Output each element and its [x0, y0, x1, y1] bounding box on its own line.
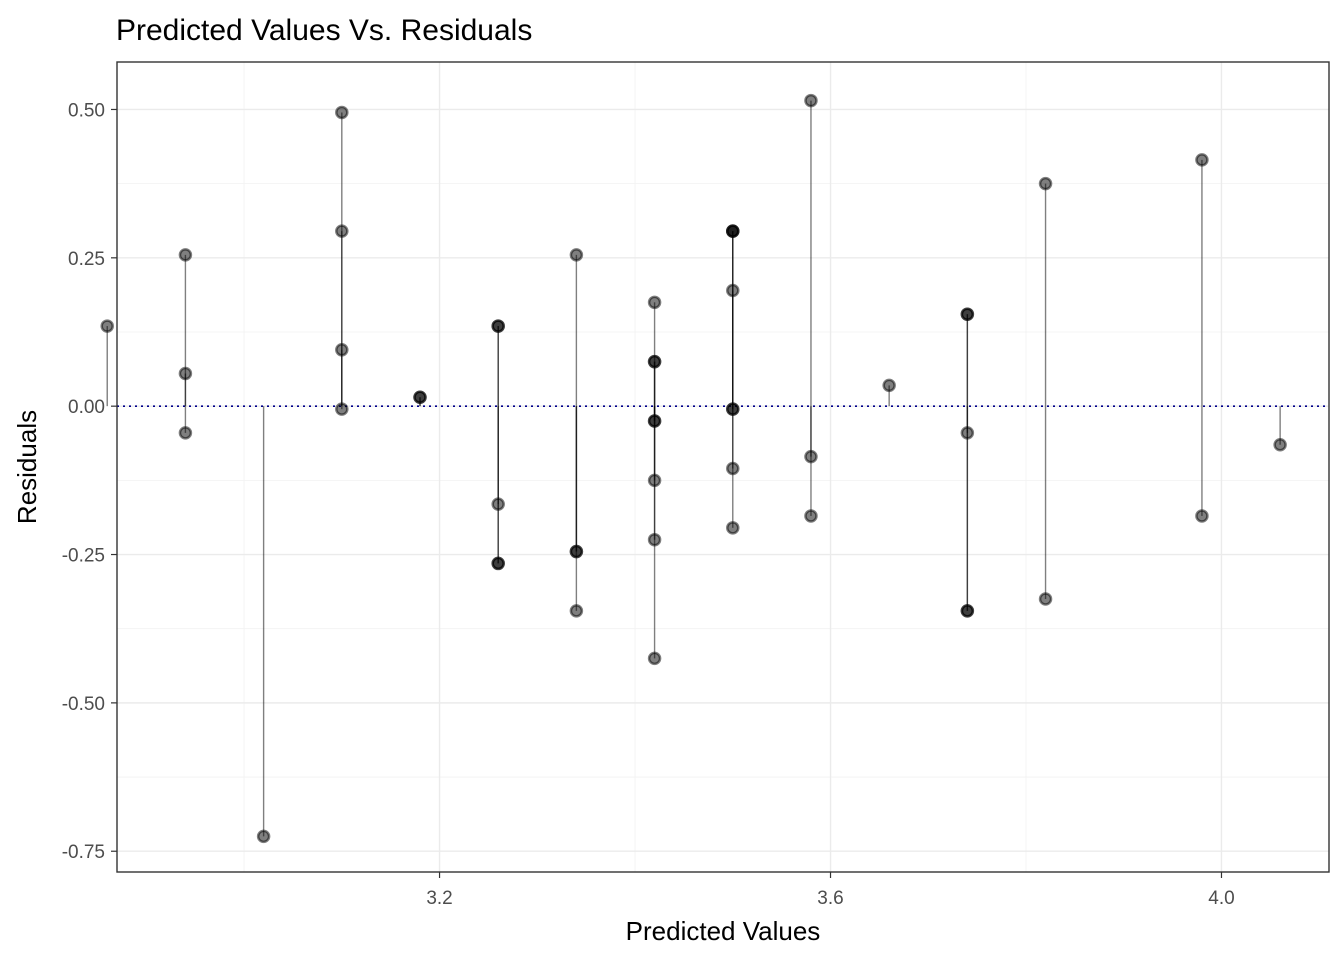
data-point [726, 461, 740, 476]
x-tick-label: 3.6 [817, 888, 843, 909]
data-point [960, 307, 975, 321]
data-point [335, 224, 349, 238]
data-point [647, 651, 662, 666]
data-point [178, 426, 193, 440]
data-point [491, 556, 505, 571]
data-point [726, 521, 740, 535]
x-axis-title: Predicted Values [626, 916, 821, 946]
data-point [647, 473, 662, 488]
data-point [1038, 592, 1053, 606]
plot-panel-border [116, 61, 1330, 873]
data-point [882, 378, 896, 393]
data-point [726, 402, 740, 416]
y-tick-label: -0.50 [62, 694, 105, 715]
data-point [647, 295, 662, 310]
data-point [491, 319, 505, 333]
data-point [335, 343, 349, 357]
data-point [726, 224, 740, 238]
x-tick-label: 3.2 [426, 888, 452, 909]
data-point [1273, 437, 1287, 452]
data-point [647, 414, 662, 428]
data-point [726, 283, 740, 298]
x-tick-label: 4.0 [1208, 888, 1234, 909]
y-tick-label: -0.25 [62, 546, 105, 567]
data-point [1195, 509, 1209, 523]
data-point [491, 497, 505, 511]
data-points [100, 93, 1287, 844]
data-point [569, 544, 584, 559]
data-point [413, 390, 427, 405]
data-point [804, 509, 818, 523]
y-tick-label: 0.50 [68, 100, 105, 121]
data-point [804, 93, 818, 108]
data-point [1195, 153, 1209, 167]
data-point [647, 532, 662, 547]
data-point [1038, 176, 1053, 191]
data-point [178, 366, 193, 381]
data-point [100, 319, 114, 333]
data-point [256, 829, 271, 844]
y-tick-label: -0.75 [62, 842, 105, 863]
data-point [335, 402, 349, 416]
data-point [335, 105, 349, 120]
data-point [569, 604, 584, 618]
data-point [647, 354, 662, 369]
x-axis-ticks: 3.2 3.6 4.0 [426, 872, 1235, 909]
data-point [960, 604, 975, 618]
data-point [569, 248, 584, 262]
data-point [804, 449, 818, 464]
y-tick-label: 0.00 [68, 397, 105, 418]
data-point [960, 426, 975, 440]
chart-title: Predicted Values Vs. Residuals [116, 14, 532, 47]
y-axis-title: Residuals [12, 410, 42, 524]
residual-segments [106, 100, 1281, 837]
minor-gridlines [117, 62, 1329, 872]
data-point [178, 248, 193, 262]
y-tick-label: 0.25 [68, 249, 105, 270]
y-axis-ticks: 0.50 0.25 0.00 -0.25 -0.50 -0.75 [62, 100, 117, 863]
